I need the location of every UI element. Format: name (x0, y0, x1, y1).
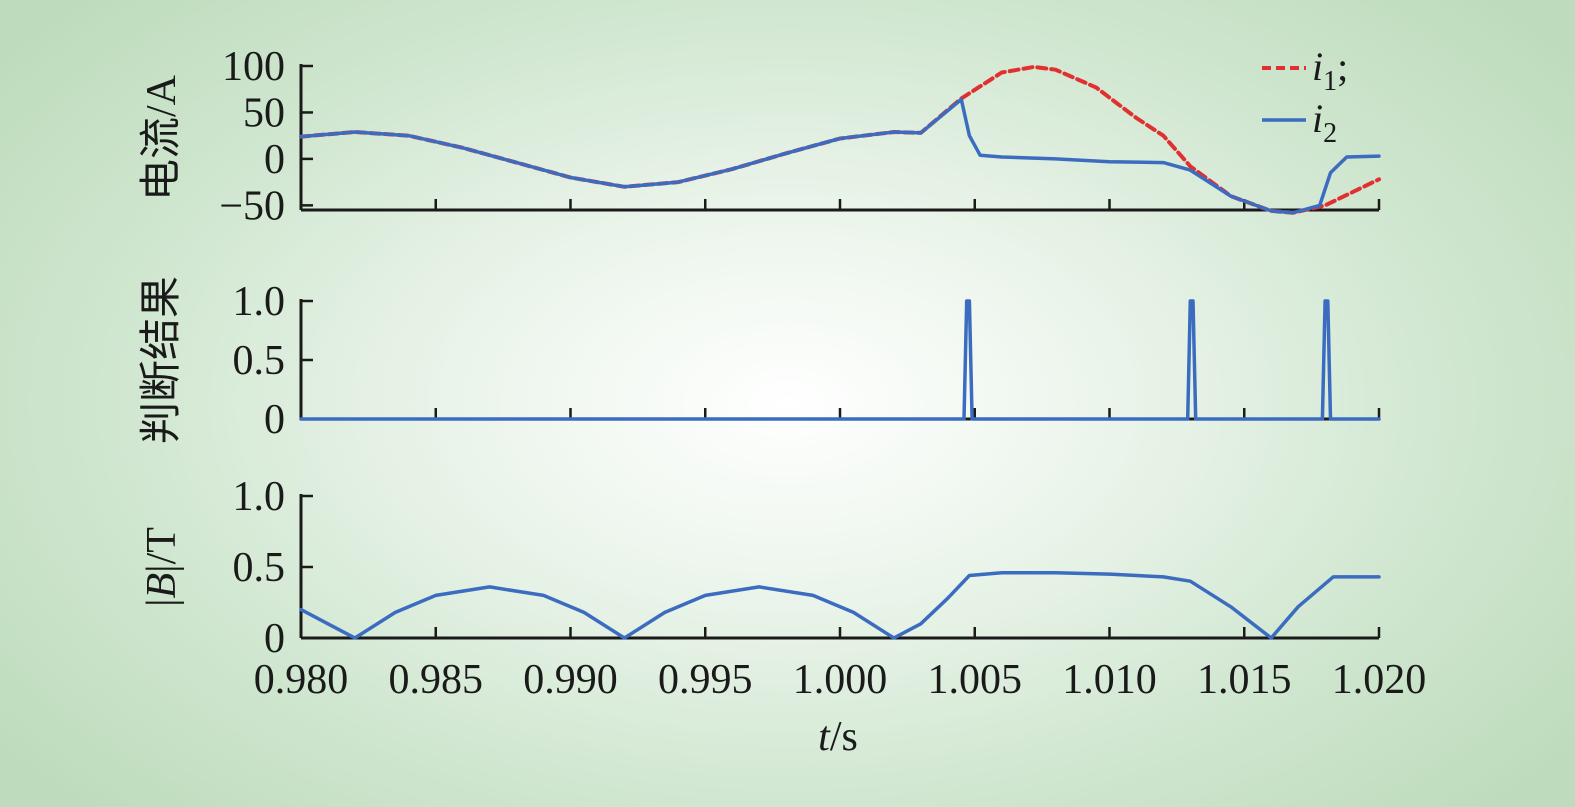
y-axis-label: |B|/T (139, 527, 185, 607)
legend: i1;i2 (1262, 44, 1348, 149)
y-tick-label: 0.5 (233, 545, 286, 591)
y-axis-label: 判断结果 (139, 276, 185, 444)
x-tick-label: 1.000 (793, 657, 888, 703)
x-tick-label: 1.010 (1062, 657, 1157, 703)
x-tick-label: 1.015 (1197, 657, 1292, 703)
y-tick-label: 0 (264, 397, 285, 443)
y-axis-label: 电流/A (139, 74, 185, 201)
x-tick-label: 0.990 (523, 657, 618, 703)
x-tick-label: 1.020 (1332, 657, 1427, 703)
x-tick-label: 0.985 (389, 657, 484, 703)
x-axis-label: t/s (818, 714, 858, 760)
x-tick-label: 0.995 (658, 657, 753, 703)
legend-label-i2: i2 (1312, 96, 1337, 149)
series-i2-line (299, 97, 1381, 215)
y-tick-label: 1.0 (233, 474, 286, 520)
panel-3: 0 0.5 1.0 |B|/T 0.980 0.985 0.990 0.995 1.000 1.0… (139, 474, 1426, 703)
y-tick-label: 1.0 (233, 279, 286, 325)
panel-2: 0 0.5 1.0 判断结果 (139, 276, 1381, 444)
x-tick-label: 0.980 (254, 657, 349, 703)
series-i2-line (299, 570, 1381, 640)
y-tick-label: 0.5 (233, 338, 286, 384)
y-tick-label: −50 (219, 183, 285, 229)
x-tick-label: 1.005 (928, 657, 1023, 703)
y-tick-label: 100 (222, 44, 285, 90)
series-i2-line (299, 299, 1381, 421)
y-tick-label: 0 (264, 616, 285, 662)
y-tick-label: 50 (243, 90, 285, 136)
y-tick-label: 0 (264, 137, 285, 183)
legend-label-i1: i1; (1312, 44, 1348, 97)
